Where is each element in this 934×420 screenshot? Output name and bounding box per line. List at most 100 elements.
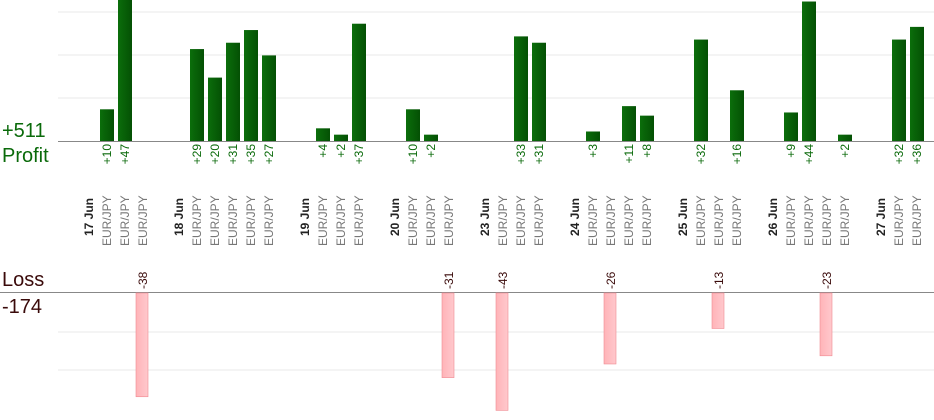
profit-bar (226, 42, 240, 142)
date-label: 25 Jun (676, 198, 690, 236)
pair-label: EUR/JPY (784, 195, 798, 246)
profit-value-label: +16 (730, 144, 744, 165)
pair-label: EUR/JPY (208, 195, 222, 246)
profit-value-label: +32 (694, 144, 708, 165)
profit-bar (352, 23, 366, 141)
profit-bar (838, 134, 852, 141)
profit-bar (316, 128, 330, 141)
pair-label: EUR/JPY (712, 195, 726, 246)
profit-bar (424, 134, 438, 141)
loss-value-label: -23 (820, 271, 834, 289)
pair-label: EUR/JPY (226, 195, 240, 246)
loss-value-label: -26 (604, 271, 618, 289)
profit-bar (910, 26, 924, 142)
loss-label: Loss (2, 269, 45, 291)
profit-value-label: +2 (838, 144, 852, 158)
profit-bar (892, 39, 906, 142)
profit-bar (532, 42, 546, 142)
pair-label: EUR/JPY (838, 195, 852, 246)
profit-bar (208, 77, 222, 141)
loss-bar (135, 292, 149, 398)
profit-value-label: +47 (118, 144, 132, 165)
pair-label: EUR/JPY (532, 195, 546, 246)
profit-bar (802, 1, 816, 141)
date-label: 20 Jun (388, 198, 402, 236)
profit-value-label: +9 (784, 144, 798, 158)
pair-label: EUR/JPY (190, 195, 204, 246)
loss-bar (441, 292, 455, 378)
profit-bar (640, 115, 654, 141)
date-label: 24 Jun (568, 198, 582, 236)
profit-bar (586, 131, 600, 141)
pair-label: EUR/JPY (730, 195, 744, 246)
pair-label: EUR/JPY (604, 195, 618, 246)
profit-value-label: +3 (586, 144, 600, 158)
loss-bar (603, 292, 617, 365)
pair-label: EUR/JPY (910, 195, 924, 246)
pair-label: EUR/JPY (622, 195, 636, 246)
pair-label: EUR/JPY (316, 195, 330, 246)
profit-bar (118, 0, 132, 142)
date-label: 23 Jun (478, 198, 492, 236)
pair-label: EUR/JPY (820, 195, 834, 246)
pair-label: EUR/JPY (892, 195, 906, 246)
date-label: 27 Jun (874, 198, 888, 236)
profit-bar (244, 30, 258, 141)
pair-label: EUR/JPY (406, 195, 420, 246)
date-label: 18 Jun (172, 198, 186, 236)
loss-value-label: -13 (712, 271, 726, 289)
profit-label: Profit (2, 145, 49, 167)
profit-bar (190, 49, 204, 141)
profit-value-label: +10 (100, 144, 114, 165)
profit-value-label: +27 (262, 144, 276, 165)
profit-value-label: +4 (316, 144, 330, 158)
pair-label: EUR/JPY (442, 195, 456, 246)
date-label: 19 Jun (298, 198, 312, 236)
date-label: 17 Jun (82, 198, 96, 236)
loss-value-label: -43 (496, 271, 510, 289)
profit-value-label: +33 (514, 144, 528, 165)
profit-total: +511 (2, 120, 46, 142)
pair-label: EUR/JPY (118, 195, 132, 246)
profit-value-label: +32 (892, 144, 906, 165)
profit-value-label: +31 (226, 144, 240, 165)
profit-value-label: +11 (622, 144, 636, 164)
pair-label: EUR/JPY (424, 195, 438, 246)
loss-bar (819, 292, 833, 357)
profit-value-label: +2 (334, 144, 348, 158)
profit-bar (100, 109, 114, 141)
date-label: 26 Jun (766, 198, 780, 236)
loss-value-label: -38 (136, 271, 150, 289)
pair-label: EUR/JPY (136, 195, 150, 246)
profit-value-label: +35 (244, 144, 258, 165)
pair-label: EUR/JPY (262, 195, 276, 246)
profit-bar (514, 36, 528, 141)
profit-value-label: +20 (208, 144, 222, 165)
loss-bar (495, 292, 509, 411)
profit-value-label: +31 (532, 144, 546, 165)
profit-bar (622, 106, 636, 141)
profit-bar (694, 39, 708, 142)
profit-bar (784, 112, 798, 141)
pair-label: EUR/JPY (244, 195, 258, 246)
loss-value-label: -31 (442, 271, 456, 289)
profit-value-label: +44 (802, 144, 816, 165)
pair-label: EUR/JPY (802, 195, 816, 246)
pair-label: EUR/JPY (334, 195, 348, 246)
profit-value-label: +29 (190, 144, 204, 165)
pair-label: EUR/JPY (514, 195, 528, 246)
loss-bar (711, 292, 725, 329)
loss-total: -174 (2, 296, 43, 318)
profit-bar (406, 109, 420, 141)
profit-value-label: +10 (406, 144, 420, 165)
pair-label: EUR/JPY (694, 195, 708, 246)
profit-value-label: +8 (640, 144, 654, 158)
pair-label: EUR/JPY (352, 195, 366, 246)
profit-value-label: +36 (910, 144, 924, 165)
pair-label: EUR/JPY (586, 195, 600, 246)
profit-bar (262, 55, 276, 141)
pair-label: EUR/JPY (100, 195, 114, 246)
profit-value-label: +2 (424, 144, 438, 158)
pair-label: EUR/JPY (640, 195, 654, 246)
